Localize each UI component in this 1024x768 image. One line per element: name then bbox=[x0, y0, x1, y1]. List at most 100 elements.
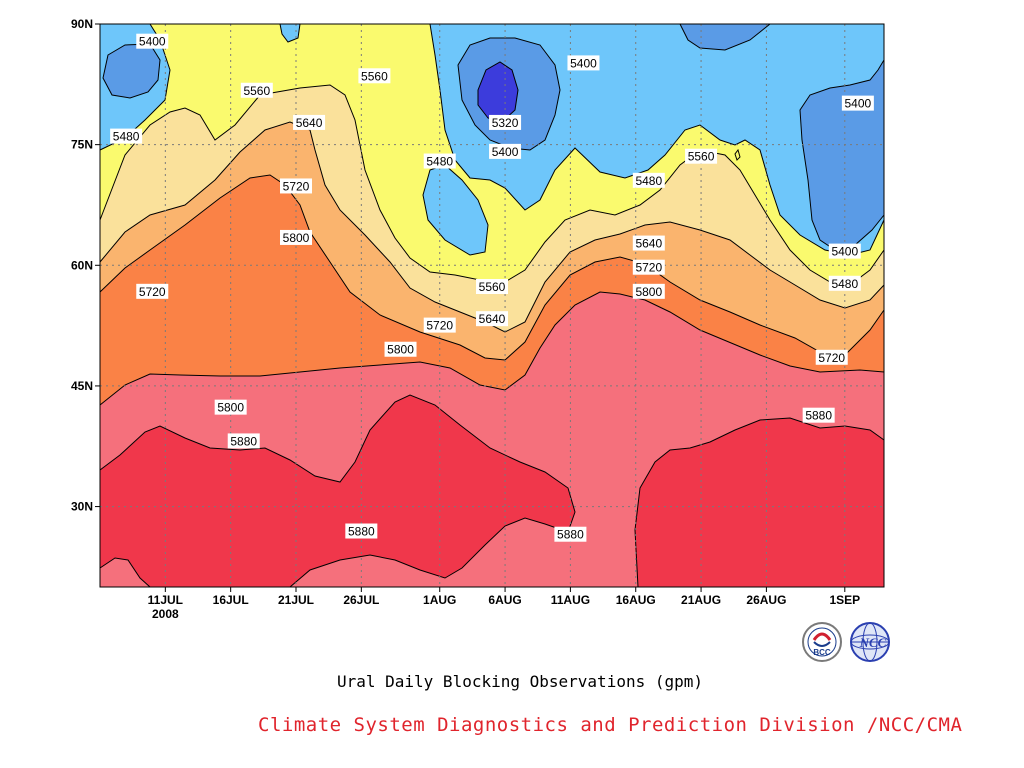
contour-label: 5720 bbox=[136, 283, 169, 299]
contour-label-text: 5640 bbox=[296, 116, 323, 130]
contour-label-text: 5560 bbox=[479, 280, 506, 294]
contour-label-text: 5800 bbox=[635, 285, 662, 299]
contour-label-text: 5480 bbox=[426, 155, 453, 169]
contour-label-text: 5640 bbox=[635, 237, 662, 251]
x-tick-label: 11AUG bbox=[551, 593, 590, 607]
contour-label-box bbox=[828, 243, 861, 259]
contour-label: 5480 bbox=[828, 275, 861, 291]
contour-label-box bbox=[423, 317, 456, 333]
x-tick-label: 6AUG bbox=[488, 593, 521, 607]
y-tick-label: 60N bbox=[71, 258, 93, 272]
contour-label-text: 5560 bbox=[688, 150, 715, 164]
contour-label: 5400 bbox=[828, 243, 861, 259]
contour-label-text: 5400 bbox=[492, 145, 519, 159]
contour-label-text: 5560 bbox=[243, 84, 270, 98]
contour-label-box bbox=[632, 235, 665, 251]
contour-label: 5880 bbox=[554, 526, 587, 542]
y-tick-label: 30N bbox=[71, 500, 93, 514]
x-tick-label: 26JUL bbox=[343, 593, 379, 607]
contour-label: 5560 bbox=[476, 279, 508, 295]
contour-label-box bbox=[476, 311, 508, 327]
ncc-logo-text: NCC bbox=[859, 635, 887, 650]
contour-label-text: 5800 bbox=[387, 343, 414, 357]
contour-label-text: 5720 bbox=[139, 285, 166, 299]
contour-label: 5480 bbox=[110, 128, 143, 144]
x-tick-label: 1AUG bbox=[423, 593, 456, 607]
contour-line-5240 bbox=[477, 61, 519, 123]
contour-line-5720 bbox=[99, 291, 885, 406]
contour-label-box bbox=[384, 341, 417, 357]
contour-label-box bbox=[358, 68, 391, 84]
contour-label-text: 5800 bbox=[283, 231, 310, 245]
contour-label-box bbox=[685, 148, 718, 164]
chart-title: Ural Daily Blocking Observations (gpm) bbox=[336, 672, 704, 691]
contour-label: 5560 bbox=[240, 82, 273, 98]
contour-line-5320 bbox=[457, 37, 561, 151]
contour-label-box bbox=[802, 407, 835, 423]
ncc-logo: NCC bbox=[850, 622, 890, 662]
contour-label-text: 5400 bbox=[845, 97, 872, 111]
contour-label: 5800 bbox=[384, 341, 417, 357]
contour-label: 5880 bbox=[345, 523, 378, 539]
contour-label: 5480 bbox=[632, 172, 665, 188]
contour-label: 5560 bbox=[358, 68, 391, 84]
contour-label: 5800 bbox=[632, 283, 665, 299]
contour-label-text: 5480 bbox=[635, 174, 662, 188]
bcc-logo-text: BCC bbox=[813, 648, 831, 657]
x-tick-label: 21AUG bbox=[681, 593, 721, 607]
contour-label-box bbox=[280, 178, 312, 194]
contour-label-box bbox=[476, 279, 508, 295]
band-above-5880 bbox=[635, 418, 884, 587]
contour-label-box bbox=[841, 95, 874, 111]
contour-label: 5320 bbox=[489, 114, 522, 130]
credit-line: Climate System Diagnostics and Predictio… bbox=[258, 714, 963, 736]
contour-line-5400 bbox=[429, 23, 885, 256]
contour-label: 5880 bbox=[227, 433, 260, 449]
contour-label-box bbox=[423, 153, 456, 169]
contour-label: 5720 bbox=[632, 259, 665, 275]
x-tick-label: 1SEP bbox=[829, 593, 860, 607]
contour-label-box bbox=[136, 283, 169, 299]
y-tick-label: 75N bbox=[71, 138, 93, 152]
contour-label: 5720 bbox=[280, 178, 312, 194]
contour-label-box bbox=[489, 143, 522, 159]
x-year-label: 2008 bbox=[152, 607, 179, 621]
x-tick-label: 26AUG bbox=[746, 593, 786, 607]
x-tick-label: 11JUL bbox=[148, 593, 183, 607]
contour-label-box bbox=[293, 114, 326, 130]
contour-line-5880 bbox=[99, 557, 151, 588]
contour-line-5880 bbox=[634, 417, 885, 588]
contour-label-box bbox=[632, 172, 665, 188]
contour-label: 5640 bbox=[632, 235, 665, 251]
contour-line-5560 bbox=[734, 148, 741, 161]
contour-label-text: 5880 bbox=[348, 525, 375, 539]
contour-label-box bbox=[815, 349, 848, 365]
contour-label-text: 5400 bbox=[831, 245, 858, 259]
contour-label-text: 5480 bbox=[113, 130, 140, 144]
contour-label: 5880 bbox=[802, 407, 835, 423]
contour-label-text: 5720 bbox=[283, 179, 310, 193]
contour-label-box bbox=[240, 82, 273, 98]
contour-label-text: 5400 bbox=[139, 35, 166, 49]
contour-label-text: 5560 bbox=[361, 69, 388, 83]
bcc-logo: BCC bbox=[802, 622, 842, 662]
contour-line-5400 bbox=[422, 164, 489, 256]
contour-label-text: 5640 bbox=[479, 312, 506, 326]
contour-label-text: 5320 bbox=[492, 116, 519, 130]
x-tick-label: 21JUL bbox=[278, 593, 314, 607]
contour-label-box bbox=[632, 259, 665, 275]
contour-label-box bbox=[280, 229, 312, 245]
contour-label-text: 5720 bbox=[818, 351, 845, 365]
contour-label: 5480 bbox=[423, 153, 456, 169]
contour-label-box bbox=[345, 523, 378, 539]
contour-label: 5400 bbox=[567, 55, 600, 71]
contour-line-5320 bbox=[679, 23, 771, 51]
contour-label: 5560 bbox=[685, 148, 718, 164]
band-5320-5400 bbox=[103, 44, 160, 98]
contour-label-box bbox=[136, 33, 169, 49]
contour-label-box bbox=[632, 283, 665, 299]
contour-label-text: 5720 bbox=[635, 261, 662, 275]
contour-label: 5800 bbox=[214, 399, 247, 415]
contour-line-5880 bbox=[99, 394, 576, 588]
